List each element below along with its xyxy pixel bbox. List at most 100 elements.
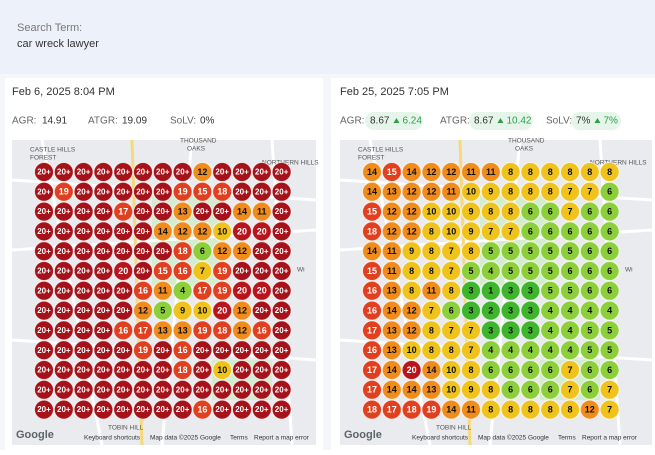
rank-pin: 7 (560, 360, 580, 380)
pin-circle (53, 340, 74, 361)
pin-circle (113, 280, 134, 301)
rank-pin: 7 (560, 201, 580, 222)
rank-pin: 20+ (271, 320, 292, 341)
pin-circle (560, 241, 580, 262)
pin-rank: 6 (488, 365, 493, 375)
rank-pin: 20+ (133, 379, 153, 400)
rank-pin: 20+ (113, 300, 134, 321)
pin-rank: 20+ (156, 168, 170, 177)
rank-pin: 20+ (113, 181, 134, 202)
map-logo: Google (344, 429, 382, 441)
pin-circle (480, 340, 501, 361)
pin-circle (93, 379, 114, 400)
pin-circle (461, 379, 481, 400)
rank-pin: 20+ (192, 360, 213, 380)
pin-circle (73, 241, 94, 262)
rank-pin: 17 (362, 320, 382, 341)
pin-circle (172, 340, 193, 361)
rank-pin: 20+ (113, 221, 134, 242)
pin-circle (599, 320, 620, 341)
pin-rank: 6 (587, 286, 592, 296)
pin-rank: 19 (197, 325, 207, 335)
rank-pin: 4 (480, 340, 501, 361)
pin-circle (152, 201, 173, 222)
pin-circle (579, 162, 600, 182)
pin-rank: 20+ (156, 187, 170, 196)
pin-rank: 20+ (275, 366, 289, 375)
rank-pin: 20+ (93, 241, 114, 262)
pin-rank: 20+ (116, 346, 130, 355)
pin-circle (520, 280, 541, 301)
pin-rank: 7 (449, 266, 454, 276)
pin-circle (441, 340, 462, 361)
pin-rank: 20+ (156, 247, 170, 256)
rank-pin: 13 (172, 320, 193, 341)
pin-rank: 8 (429, 325, 434, 335)
pin-circle (212, 162, 233, 182)
rank-pin: 20+ (152, 181, 173, 202)
pin-circle (73, 379, 94, 400)
pin-circle (500, 280, 521, 301)
pin-rank: 20+ (156, 366, 170, 375)
rank-pin: 20+ (192, 340, 213, 361)
map-label: TOBIN HILL (436, 425, 472, 432)
pin-rank: 20+ (57, 267, 71, 276)
rank-pin: 12 (192, 162, 213, 182)
rank-pin: 6 (579, 280, 600, 301)
pin-rank: 20+ (156, 207, 170, 216)
rank-pin: 20+ (34, 360, 54, 380)
pin-rank: 11 (257, 206, 267, 216)
pin-circle (93, 261, 114, 281)
pin-rank: 13 (387, 187, 397, 197)
pin-circle (93, 320, 114, 341)
pin-circle (362, 162, 382, 182)
rank-pin: 7 (421, 300, 442, 321)
map-label: Wi (297, 267, 305, 274)
rank-pin: 9 (401, 241, 422, 262)
pin-circle (93, 360, 114, 380)
pin-rank: 20+ (136, 227, 150, 236)
rank-pin: 10 (421, 201, 442, 222)
pin-rank: 12 (407, 187, 417, 197)
pin-circle (172, 320, 193, 341)
pin-circle (579, 261, 600, 281)
pin-rank: 12 (237, 246, 247, 256)
pin-rank: 20+ (275, 405, 289, 414)
pin-circle (520, 181, 541, 202)
rank-pin: 7 (579, 181, 600, 202)
pin-circle (113, 399, 134, 420)
pin-circle (441, 320, 462, 341)
rank-pin: 4 (579, 300, 600, 321)
rank-pin: 20+ (271, 399, 292, 420)
pin-rank: 7 (449, 246, 454, 256)
pin-circle (152, 320, 173, 341)
rank-pin: 20+ (271, 261, 292, 281)
pin-rank: 20+ (77, 168, 91, 177)
rank-pin: 4 (172, 280, 193, 301)
pin-rank: 8 (409, 286, 414, 296)
pin-rank: 14 (367, 246, 377, 256)
pin-circle (441, 280, 462, 301)
pin-rank: 20+ (77, 207, 91, 216)
pin-rank: 18 (178, 246, 188, 256)
pin-rank: 20+ (235, 187, 249, 196)
pin-rank: 11 (486, 167, 496, 177)
rank-pin: 20+ (53, 261, 74, 281)
pin-circle (73, 261, 94, 281)
rank-pin: 11 (381, 261, 402, 281)
pin-rank: 17 (387, 404, 397, 414)
rank-pin: 3 (520, 320, 541, 341)
rank-pin: 20+ (73, 340, 94, 361)
pin-circle (421, 340, 442, 361)
rank-pin: 4 (599, 300, 620, 321)
pin-rank: 20+ (136, 366, 150, 375)
pin-circle (362, 280, 382, 301)
metric-value: 19.09 (122, 116, 147, 127)
pin-circle (579, 340, 600, 361)
pin-circle (34, 201, 54, 222)
rank-pin: 9 (172, 300, 193, 321)
rank-pin: 17 (381, 399, 402, 420)
rank-pin: 8 (520, 181, 541, 202)
pin-rank: 20+ (57, 346, 71, 355)
pin-circle (381, 162, 402, 182)
